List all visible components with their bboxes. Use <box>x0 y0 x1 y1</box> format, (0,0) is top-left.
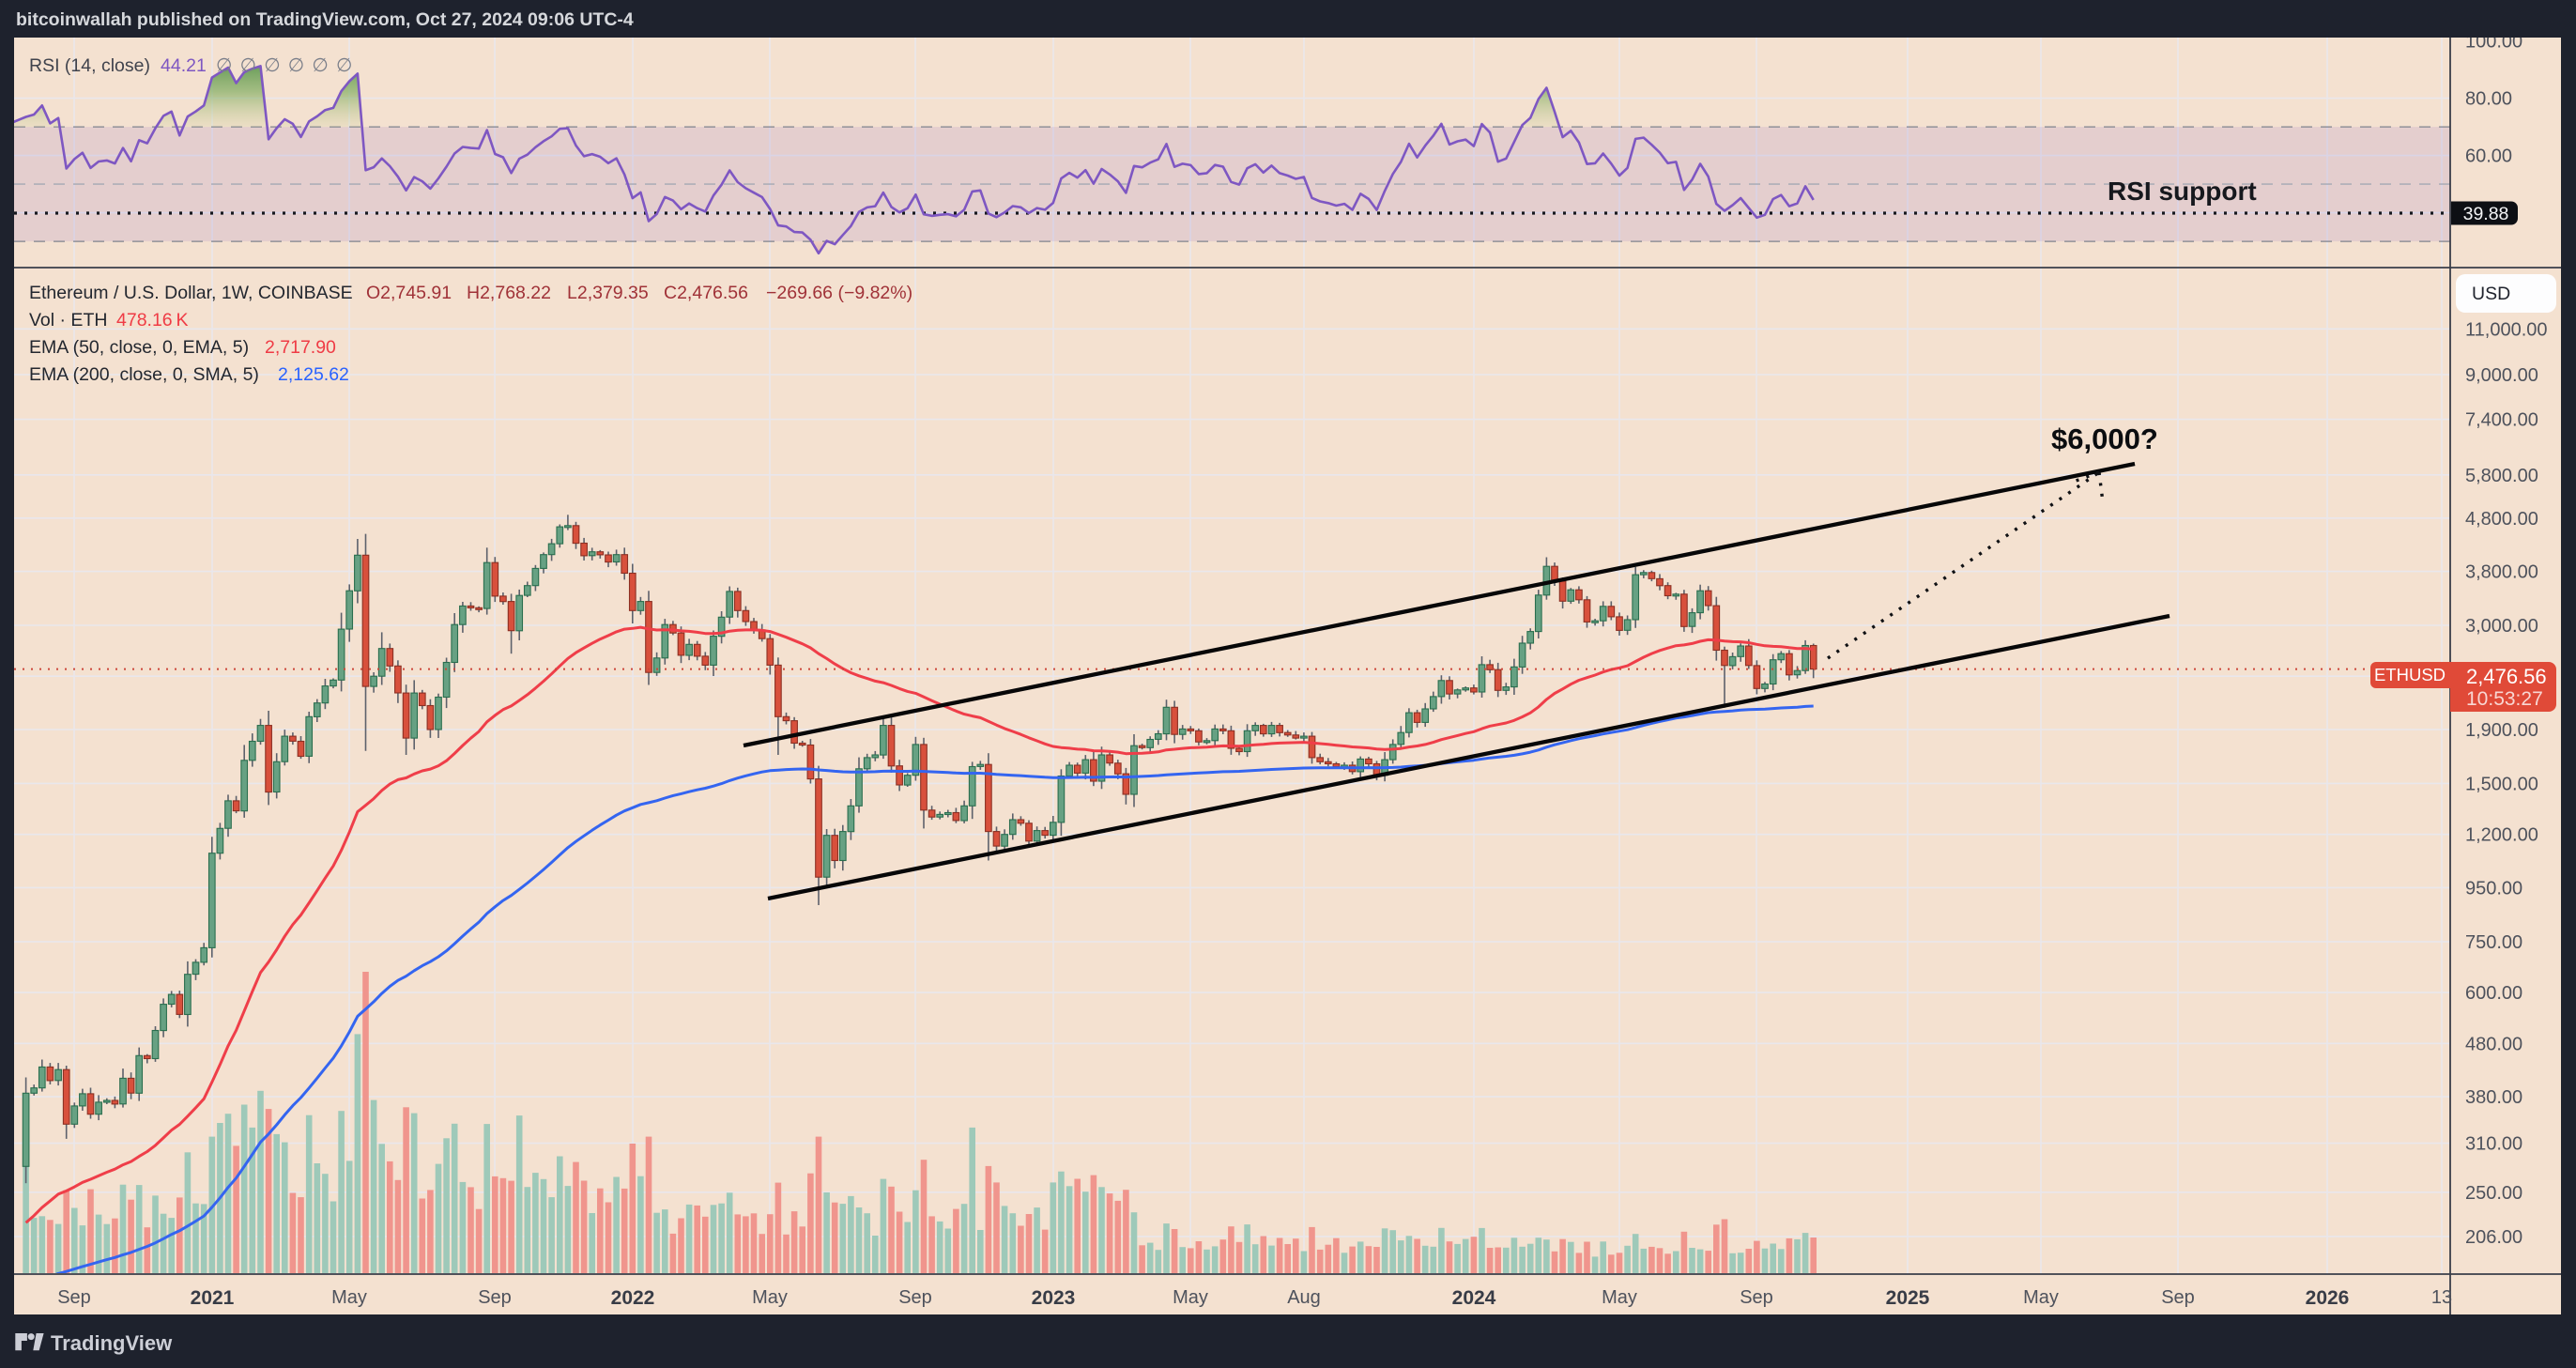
svg-text:206.00: 206.00 <box>2465 1227 2522 1248</box>
svg-text:2,717.90: 2,717.90 <box>265 337 336 358</box>
svg-text:4,800.00: 4,800.00 <box>2465 509 2538 530</box>
svg-text:380.00: 380.00 <box>2465 1087 2522 1108</box>
svg-text:2,476.56: 2,476.56 <box>2466 665 2547 688</box>
svg-text:2023: 2023 <box>1032 1287 1076 1309</box>
svg-text:2,125.62: 2,125.62 <box>278 364 349 385</box>
svg-text:3,000.00: 3,000.00 <box>2465 616 2538 637</box>
svg-text:2022: 2022 <box>611 1287 655 1309</box>
svg-text:478.16 K: 478.16 K <box>116 310 189 330</box>
svg-text:EMA (50, close, 0, EMA, 5): EMA (50, close, 0, EMA, 5) <box>29 337 249 358</box>
svg-text:1,500.00: 1,500.00 <box>2465 774 2538 794</box>
svg-text:5,800.00: 5,800.00 <box>2465 466 2538 486</box>
svg-text:Sep: Sep <box>898 1287 932 1308</box>
svg-text:2024: 2024 <box>1452 1287 1496 1309</box>
svg-text:∅: ∅ <box>288 55 304 76</box>
svg-text:10:53:27: 10:53:27 <box>2466 688 2543 710</box>
svg-text:750.00: 750.00 <box>2465 932 2522 953</box>
svg-text:11,000.00: 11,000.00 <box>2465 319 2548 340</box>
svg-text:∅: ∅ <box>240 55 256 76</box>
svg-text:39.88: 39.88 <box>2463 204 2509 224</box>
svg-text:Sep: Sep <box>1740 1287 1773 1308</box>
svg-text:2025: 2025 <box>1886 1287 1930 1309</box>
svg-text:O2,745.91: O2,745.91 <box>366 283 452 303</box>
svg-text:∅: ∅ <box>336 55 352 76</box>
svg-text:250.00: 250.00 <box>2465 1183 2522 1204</box>
svg-text:Sep: Sep <box>2161 1287 2195 1308</box>
svg-text:2026: 2026 <box>2306 1287 2350 1309</box>
svg-text:May: May <box>752 1287 788 1308</box>
svg-text:13: 13 <box>2431 1287 2452 1308</box>
svg-text:RSI support: RSI support <box>2108 177 2257 206</box>
svg-text:310.00: 310.00 <box>2465 1134 2522 1155</box>
svg-text:−269.66 (−9.82%): −269.66 (−9.82%) <box>766 283 912 303</box>
svg-text:H2,768.22: H2,768.22 <box>467 283 551 303</box>
svg-text:May: May <box>2023 1287 2059 1308</box>
svg-text:7,400.00: 7,400.00 <box>2465 410 2538 431</box>
svg-text:∅: ∅ <box>264 55 280 76</box>
svg-text:USD: USD <box>2472 284 2510 304</box>
svg-text:Vol · ETH: Vol · ETH <box>29 310 107 330</box>
svg-text:480.00: 480.00 <box>2465 1034 2522 1054</box>
svg-text:∅: ∅ <box>312 55 328 76</box>
svg-text:bitcoinwallah published on Tra: bitcoinwallah published on TradingView.c… <box>16 9 634 30</box>
svg-text:RSI (14, close): RSI (14, close) <box>29 55 150 76</box>
svg-text:May: May <box>331 1287 367 1308</box>
svg-text:60.00: 60.00 <box>2465 146 2512 167</box>
svg-text:EMA (200, close, 0, SMA, 5): EMA (200, close, 0, SMA, 5) <box>29 364 259 385</box>
svg-text:L2,379.35: L2,379.35 <box>567 283 649 303</box>
svg-text:950.00: 950.00 <box>2465 878 2522 899</box>
svg-text:9,000.00: 9,000.00 <box>2465 365 2538 386</box>
svg-text:∅: ∅ <box>216 55 232 76</box>
svg-text:1,900.00: 1,900.00 <box>2465 720 2538 741</box>
svg-text:3,800.00: 3,800.00 <box>2465 562 2538 583</box>
svg-text:600.00: 600.00 <box>2465 983 2522 1004</box>
svg-text:Ethereum / U.S. Dollar, 1W, CO: Ethereum / U.S. Dollar, 1W, COINBASE <box>29 283 353 303</box>
svg-text:44.21: 44.21 <box>161 55 207 76</box>
svg-text:80.00: 80.00 <box>2465 89 2512 110</box>
svg-text:Sep: Sep <box>478 1287 512 1308</box>
svg-text:May: May <box>1173 1287 1208 1308</box>
svg-text:C2,476.56: C2,476.56 <box>664 283 748 303</box>
svg-text:$6,000?: $6,000? <box>2051 423 2158 455</box>
svg-text:Aug: Aug <box>1287 1287 1321 1308</box>
svg-text:1,200.00: 1,200.00 <box>2465 825 2538 846</box>
svg-text:TradingView: TradingView <box>51 1331 173 1355</box>
svg-text:Sep: Sep <box>57 1287 91 1308</box>
svg-text:May: May <box>1602 1287 1637 1308</box>
svg-text:ETHUSD: ETHUSD <box>2374 665 2446 684</box>
svg-text:2021: 2021 <box>191 1287 235 1309</box>
